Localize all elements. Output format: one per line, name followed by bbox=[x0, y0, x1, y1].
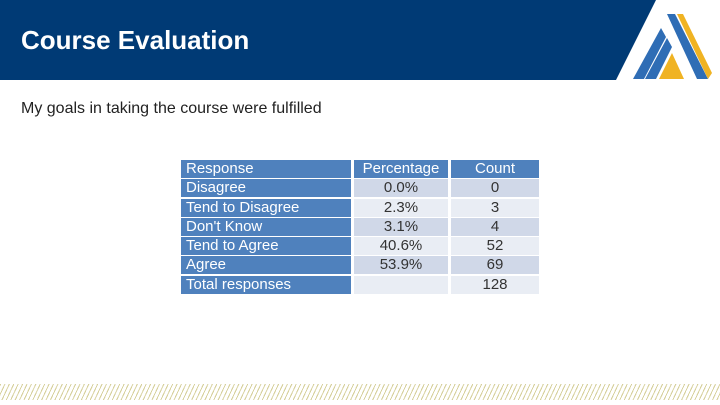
response-cell: Tend to Disagree bbox=[181, 198, 351, 217]
count-cell: 3 bbox=[451, 198, 539, 217]
percentage-cell: 40.6% bbox=[354, 237, 448, 256]
count-cell: 52 bbox=[451, 237, 539, 256]
percentage-cell: 2.3% bbox=[354, 198, 448, 217]
percentage-cell bbox=[354, 275, 448, 294]
count-cell: 4 bbox=[451, 217, 539, 236]
count-column: Count 0 3 4 52 69 128 bbox=[451, 160, 539, 295]
count-header: Count bbox=[451, 160, 539, 178]
question-text: My goals in taking the course were fulfi… bbox=[21, 100, 322, 117]
response-column: Response Disagree Tend to Disagree Don't… bbox=[181, 160, 351, 295]
response-cell: Agree bbox=[181, 256, 351, 275]
response-cell: Disagree bbox=[181, 179, 351, 198]
page-title: Course Evaluation bbox=[21, 25, 250, 55]
response-cell: Tend to Agree bbox=[181, 237, 351, 256]
triangle-stripes-logo-icon bbox=[616, 0, 720, 80]
percentage-column: Percentage 0.0% 2.3% 3.1% 40.6% 53.9% bbox=[354, 160, 448, 295]
hatched-footer-strip bbox=[0, 384, 720, 400]
percentage-cell: 3.1% bbox=[354, 217, 448, 236]
percentage-header: Percentage bbox=[354, 160, 448, 178]
percentage-cell: 53.9% bbox=[354, 256, 448, 275]
count-cell: 69 bbox=[451, 256, 539, 275]
count-cell: 128 bbox=[451, 275, 539, 294]
response-header: Response bbox=[181, 160, 351, 178]
header-bar: Course Evaluation bbox=[0, 0, 720, 80]
response-cell: Don't Know bbox=[181, 217, 351, 236]
count-cell: 0 bbox=[451, 179, 539, 198]
response-cell: Total responses bbox=[181, 275, 351, 294]
percentage-cell: 0.0% bbox=[354, 179, 448, 198]
